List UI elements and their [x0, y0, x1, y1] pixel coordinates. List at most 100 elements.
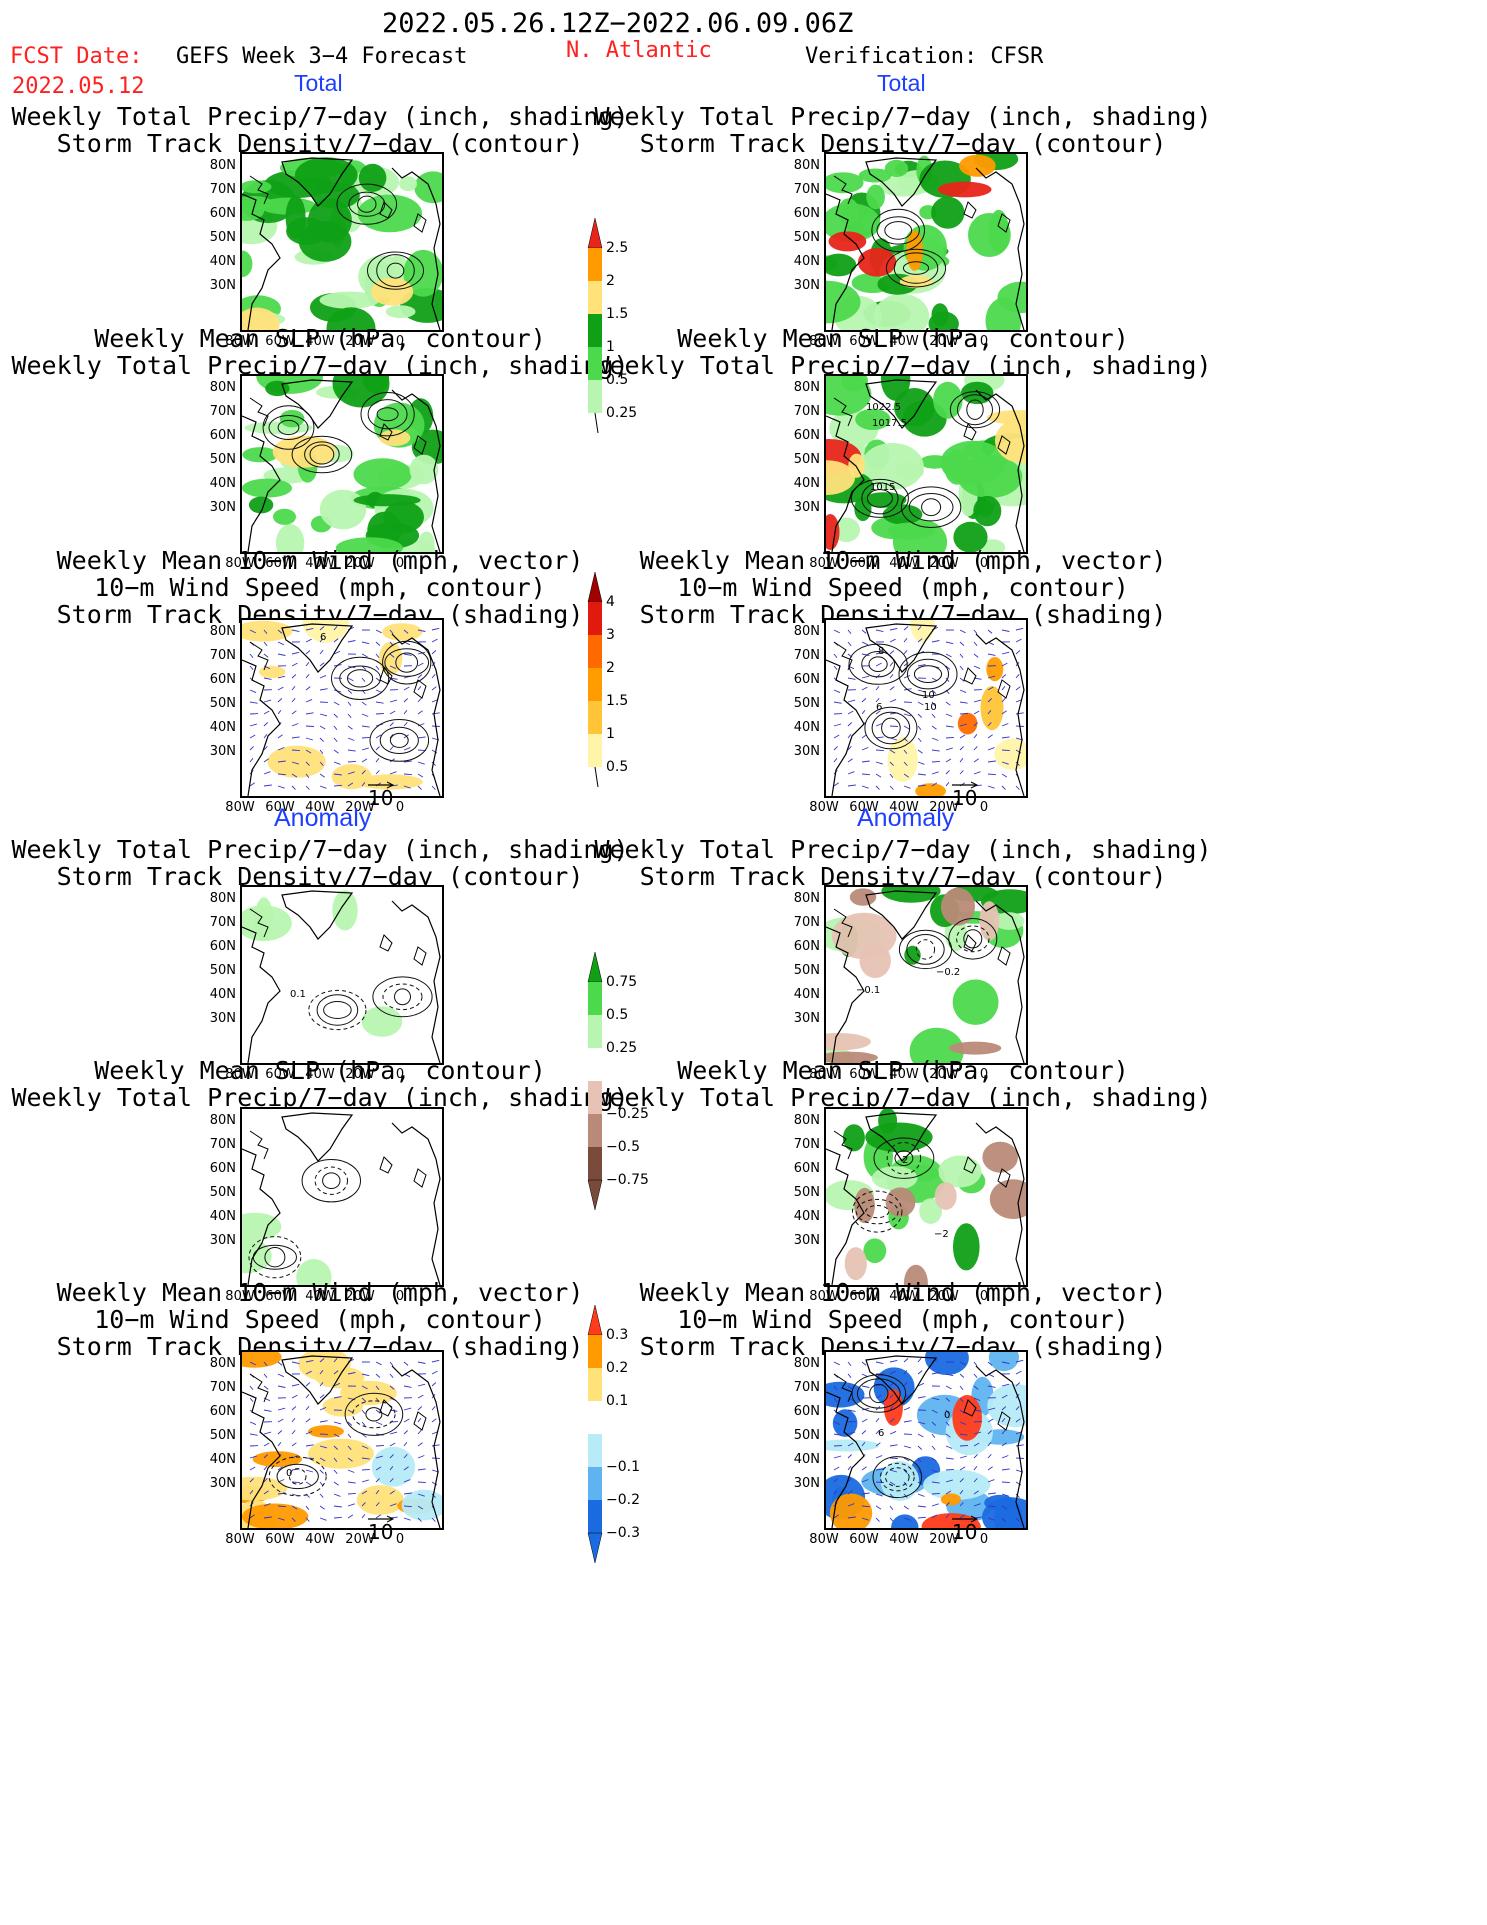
- wind-vector: [333, 725, 338, 730]
- precip-shading-heavy: [957, 455, 1023, 498]
- section-anomaly-right: Anomaly: [857, 804, 955, 832]
- arctic-islands-coast: [833, 175, 853, 205]
- wind-vector: [1001, 773, 1008, 778]
- wind-anom-vector: [375, 1409, 381, 1414]
- lon-tick-label: 80W: [809, 556, 839, 571]
- wind-vector: [361, 736, 370, 739]
- wind-anom-vector: [833, 1385, 838, 1390]
- wind-vector: [361, 713, 369, 717]
- precip-shading: [866, 184, 885, 210]
- europe-africa-coast: [975, 1122, 1025, 1285]
- wind-vector: [959, 629, 966, 634]
- lat-tick-label: 60N: [209, 939, 236, 954]
- wind-vector: [375, 641, 381, 646]
- panel-title-line: 10−m Wind Speed (mph, contour): [94, 573, 546, 602]
- slp-anom-contour: [894, 1150, 914, 1167]
- wind-anom-vector: [291, 1430, 296, 1435]
- wind-anom-vector: [403, 1479, 411, 1483]
- north-america-coast: [242, 1148, 281, 1285]
- wind-anom-vector: [361, 1490, 368, 1495]
- lon-tick-label: 20W: [929, 1289, 959, 1304]
- wind-vector: [291, 710, 297, 715]
- wind-vector: [333, 784, 342, 787]
- colorbar-label: 1: [606, 726, 615, 742]
- lat-tick-label: 80N: [793, 1113, 820, 1128]
- wind-vector: [319, 713, 328, 717]
- wind-anom-vector: [959, 1490, 964, 1495]
- contour-label: 0: [286, 1468, 292, 1479]
- wind-anom-vector: [973, 1442, 980, 1447]
- lat-tick-label: 30N: [209, 1476, 236, 1491]
- storm-anom-negative: [987, 1384, 1026, 1428]
- colorbar-label: 0.25: [606, 405, 638, 421]
- wind-vector: [361, 725, 370, 728]
- wind-anom-vector: [333, 1481, 339, 1486]
- map-panel-gefs-wind_total: 6: [240, 618, 444, 798]
- british-isles-coast: [997, 946, 1011, 966]
- wind-anom-vector: [903, 1406, 911, 1411]
- wind-anom-vector: [361, 1468, 370, 1471]
- wind-anom-vector: [833, 1490, 838, 1495]
- british-isles-coast: [413, 679, 427, 699]
- map-field: 0.1: [242, 887, 442, 1063]
- wind-anom-vector: [973, 1431, 982, 1435]
- wind-vector: [917, 725, 922, 730]
- wind-anom-vector: [973, 1397, 981, 1402]
- wind-vector: [959, 701, 968, 704]
- wind-vector: [987, 698, 993, 703]
- north-america-coast: [826, 659, 865, 796]
- contour-label: 10: [922, 690, 935, 701]
- wind-anom-vector: [249, 1385, 254, 1390]
- map-field: −0.2 −0.1: [826, 887, 1026, 1063]
- wind-anom-vector: [917, 1421, 926, 1425]
- wind-anom-vector: [1001, 1383, 1010, 1387]
- wind-anom-vector: [319, 1394, 325, 1399]
- wind-vector: [987, 773, 996, 776]
- map-background: [242, 1109, 442, 1285]
- wind-anom-vector: [1001, 1481, 1010, 1484]
- wind-anom-vector: [833, 1478, 838, 1483]
- wind-vector: [319, 650, 324, 655]
- storm-anom-negative: [371, 1446, 416, 1487]
- wind-anom-vector: [847, 1490, 853, 1495]
- wind-anom-vector: [875, 1481, 884, 1484]
- wind-anom-vector: [403, 1407, 412, 1411]
- slp-contour: [360, 392, 415, 437]
- storm-track-anom-contour: [316, 994, 359, 1026]
- wind-anom-vector: [375, 1455, 384, 1459]
- map-panel-cfsr-wind_total: 6 8 10 10: [824, 618, 1028, 798]
- contour-label: −2: [934, 1229, 949, 1240]
- wind-vector: [277, 773, 286, 776]
- lat-tick-label: 70N: [793, 182, 820, 197]
- lat-tick-label: 80N: [793, 624, 820, 639]
- section-total-left: Total: [294, 70, 343, 96]
- wind-anom-vector: [249, 1466, 256, 1471]
- wind-anom-vector: [291, 1442, 297, 1447]
- precip-shading: [279, 410, 305, 428]
- wind-anom-vector: [375, 1445, 384, 1447]
- colorbar-precip_total: [586, 217, 604, 446]
- lat-tick-label: 70N: [209, 404, 236, 419]
- wind-vector: [875, 662, 882, 667]
- slp-contour: [268, 415, 309, 440]
- panel-title-line: Weekly Mean SLP (hPa, contour): [94, 1056, 546, 1085]
- greenland-coast: [865, 623, 938, 673]
- lon-tick-label: 0: [395, 556, 405, 571]
- storm-density-shading: [980, 686, 1004, 731]
- precip-shading-max: [242, 307, 280, 330]
- wind-anom-vector: [987, 1479, 995, 1483]
- wind-anom-vector: [361, 1373, 370, 1377]
- precip-anom-positive: [361, 1006, 403, 1037]
- lat-tick-label: 60N: [793, 428, 820, 443]
- wind-vector: [375, 653, 380, 658]
- wind-anom-vector: [889, 1505, 894, 1510]
- wind-anom-vector: [263, 1516, 272, 1519]
- wind-vector: [333, 650, 341, 655]
- wind-vector: [875, 773, 882, 778]
- wind-vector: [389, 629, 394, 634]
- wind-vector: [263, 746, 268, 751]
- wind-anom-vector: [987, 1361, 993, 1366]
- lon-tick-label: 0: [395, 1532, 405, 1547]
- wind-anom-vector: [417, 1493, 425, 1497]
- wind-vector: [903, 749, 908, 754]
